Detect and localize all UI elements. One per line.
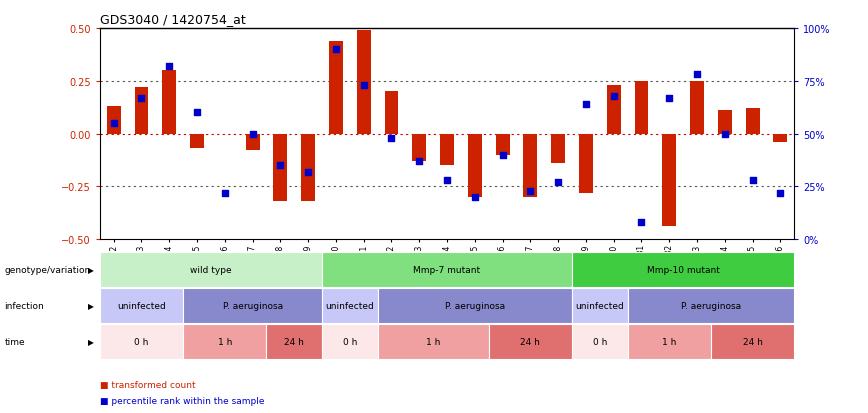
Bar bbox=[468, 134, 482, 197]
Point bbox=[718, 131, 732, 138]
Bar bbox=[273, 134, 287, 202]
Point bbox=[190, 110, 204, 116]
Bar bbox=[385, 92, 398, 134]
Point bbox=[385, 135, 398, 142]
Text: ▶: ▶ bbox=[88, 337, 94, 346]
Text: GDS3040 / 1420754_at: GDS3040 / 1420754_at bbox=[100, 13, 246, 26]
Bar bbox=[523, 134, 537, 197]
Point bbox=[496, 152, 510, 159]
Text: time: time bbox=[4, 337, 25, 346]
Text: ▶: ▶ bbox=[88, 301, 94, 310]
Point bbox=[607, 93, 621, 100]
Point bbox=[329, 47, 343, 53]
Bar bbox=[746, 109, 760, 134]
Bar bbox=[357, 31, 371, 134]
Bar bbox=[635, 82, 648, 134]
Point bbox=[162, 64, 176, 70]
Point bbox=[412, 158, 426, 165]
Point bbox=[107, 121, 121, 127]
Text: uninfected: uninfected bbox=[326, 301, 374, 310]
Point bbox=[773, 190, 787, 197]
Text: Mmp-7 mutant: Mmp-7 mutant bbox=[413, 265, 481, 274]
Text: 24 h: 24 h bbox=[743, 337, 762, 346]
Text: genotype/variation: genotype/variation bbox=[4, 265, 90, 274]
Bar bbox=[246, 134, 260, 151]
Text: P. aeruginosa: P. aeruginosa bbox=[681, 301, 741, 310]
Bar bbox=[412, 134, 426, 161]
Text: 24 h: 24 h bbox=[521, 337, 540, 346]
Bar bbox=[579, 134, 593, 193]
Bar bbox=[662, 134, 676, 227]
Bar bbox=[551, 134, 565, 164]
Text: P. aeruginosa: P. aeruginosa bbox=[222, 301, 283, 310]
Text: 0 h: 0 h bbox=[135, 337, 148, 346]
Text: P. aeruginosa: P. aeruginosa bbox=[444, 301, 505, 310]
Text: Mmp-10 mutant: Mmp-10 mutant bbox=[647, 265, 720, 274]
Bar bbox=[718, 111, 732, 134]
Bar bbox=[690, 82, 704, 134]
Text: ■ transformed count: ■ transformed count bbox=[100, 380, 195, 389]
Text: wild type: wild type bbox=[190, 265, 232, 274]
Text: 1 h: 1 h bbox=[218, 337, 232, 346]
Point bbox=[468, 194, 482, 201]
Bar bbox=[440, 134, 454, 166]
Text: uninfected: uninfected bbox=[575, 301, 624, 310]
Text: infection: infection bbox=[4, 301, 44, 310]
Bar bbox=[329, 42, 343, 134]
Bar bbox=[301, 134, 315, 202]
Point bbox=[246, 131, 260, 138]
Point bbox=[635, 219, 648, 226]
Bar bbox=[773, 134, 787, 142]
Text: ■ percentile rank within the sample: ■ percentile rank within the sample bbox=[100, 396, 265, 405]
Bar bbox=[496, 134, 510, 155]
Bar bbox=[162, 71, 176, 134]
Text: ▶: ▶ bbox=[88, 265, 94, 274]
Point bbox=[218, 190, 232, 197]
Point bbox=[301, 169, 315, 176]
Bar bbox=[107, 107, 121, 134]
Text: 0 h: 0 h bbox=[593, 337, 607, 346]
Text: uninfected: uninfected bbox=[117, 301, 166, 310]
Bar bbox=[135, 88, 148, 134]
Text: 0 h: 0 h bbox=[343, 337, 357, 346]
Bar bbox=[190, 134, 204, 149]
Bar bbox=[607, 86, 621, 134]
Point bbox=[357, 83, 371, 89]
Point bbox=[579, 102, 593, 108]
Text: 1 h: 1 h bbox=[426, 337, 440, 346]
Point bbox=[440, 177, 454, 184]
Text: 24 h: 24 h bbox=[285, 337, 304, 346]
Point bbox=[551, 179, 565, 186]
Text: 1 h: 1 h bbox=[662, 337, 676, 346]
Point bbox=[690, 72, 704, 78]
Point bbox=[662, 95, 676, 102]
Point bbox=[523, 188, 537, 195]
Point bbox=[746, 177, 760, 184]
Point bbox=[273, 163, 287, 169]
Point bbox=[135, 95, 148, 102]
